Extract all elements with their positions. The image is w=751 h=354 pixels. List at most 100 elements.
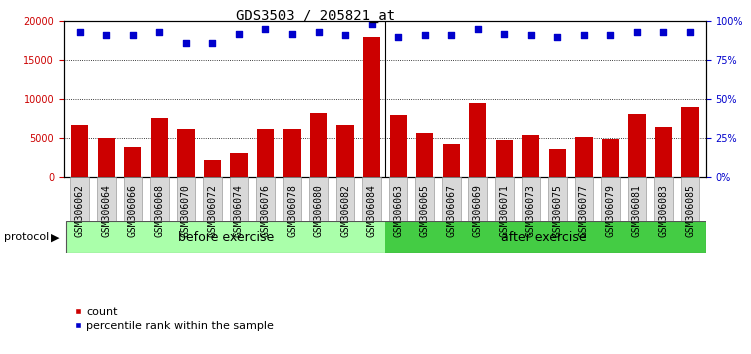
Bar <box>310 113 327 177</box>
Legend: count, percentile rank within the sample: count, percentile rank within the sample <box>69 303 279 335</box>
Point <box>260 26 272 32</box>
Bar <box>469 103 487 177</box>
FancyBboxPatch shape <box>495 177 514 221</box>
Text: GSM306070: GSM306070 <box>181 184 191 236</box>
Text: after exercise: after exercise <box>501 231 587 244</box>
Text: GSM306082: GSM306082 <box>340 184 350 236</box>
Point <box>498 31 510 36</box>
Bar <box>204 160 221 177</box>
Text: GDS3503 / 205821_at: GDS3503 / 205821_at <box>236 9 395 23</box>
Point <box>578 33 590 38</box>
Point <box>551 34 563 40</box>
Point <box>74 29 86 35</box>
Bar <box>67 221 385 253</box>
Bar <box>549 149 566 177</box>
FancyBboxPatch shape <box>336 177 354 221</box>
Text: GSM306079: GSM306079 <box>605 184 615 236</box>
Text: ▶: ▶ <box>51 232 59 242</box>
FancyBboxPatch shape <box>548 177 567 221</box>
FancyBboxPatch shape <box>521 177 540 221</box>
Text: GSM306085: GSM306085 <box>685 184 695 236</box>
Bar <box>496 139 513 177</box>
Bar <box>151 118 168 177</box>
Bar <box>385 221 706 253</box>
Point <box>312 29 324 35</box>
Text: GSM306081: GSM306081 <box>632 184 642 236</box>
Text: GSM306072: GSM306072 <box>207 184 218 236</box>
Bar <box>177 129 195 177</box>
FancyBboxPatch shape <box>362 177 381 221</box>
Point <box>445 33 457 38</box>
FancyBboxPatch shape <box>628 177 647 221</box>
Bar <box>71 125 89 177</box>
Text: GSM306069: GSM306069 <box>472 184 483 236</box>
Point <box>472 26 484 32</box>
Bar <box>257 129 274 177</box>
Bar <box>575 137 593 177</box>
Text: GSM306075: GSM306075 <box>552 184 562 236</box>
FancyBboxPatch shape <box>654 177 673 221</box>
FancyBboxPatch shape <box>601 177 620 221</box>
Bar <box>124 147 141 177</box>
Text: GSM306084: GSM306084 <box>366 184 376 236</box>
Point <box>605 33 617 38</box>
Point <box>127 33 139 38</box>
Text: GSM306066: GSM306066 <box>128 184 138 236</box>
Point <box>153 29 165 35</box>
Point <box>525 33 537 38</box>
Text: GSM306083: GSM306083 <box>659 184 668 236</box>
Bar <box>416 133 433 177</box>
Point <box>180 40 192 46</box>
Text: GSM306076: GSM306076 <box>261 184 270 236</box>
Text: protocol: protocol <box>4 232 49 242</box>
Bar <box>442 144 460 177</box>
Bar <box>681 107 698 177</box>
FancyBboxPatch shape <box>150 177 169 221</box>
FancyBboxPatch shape <box>71 177 89 221</box>
Bar <box>363 37 380 177</box>
Text: GSM306065: GSM306065 <box>420 184 430 236</box>
Point <box>631 29 643 35</box>
Bar <box>629 114 646 177</box>
Point <box>101 33 113 38</box>
Point <box>418 33 430 38</box>
Bar <box>231 153 248 177</box>
Text: GSM306064: GSM306064 <box>101 184 111 236</box>
Point <box>684 29 696 35</box>
Bar <box>98 138 115 177</box>
Text: GSM306078: GSM306078 <box>287 184 297 236</box>
Text: GSM306063: GSM306063 <box>394 184 403 236</box>
FancyBboxPatch shape <box>123 177 142 221</box>
Point <box>366 22 378 27</box>
FancyBboxPatch shape <box>575 177 593 221</box>
Text: GSM306077: GSM306077 <box>579 184 589 236</box>
Text: GSM306067: GSM306067 <box>446 184 456 236</box>
Bar <box>283 130 300 177</box>
Text: GSM306073: GSM306073 <box>526 184 535 236</box>
FancyBboxPatch shape <box>230 177 249 221</box>
FancyBboxPatch shape <box>389 177 408 221</box>
Text: GSM306080: GSM306080 <box>314 184 324 236</box>
FancyBboxPatch shape <box>282 177 301 221</box>
Bar <box>602 139 619 177</box>
FancyBboxPatch shape <box>176 177 195 221</box>
FancyBboxPatch shape <box>415 177 434 221</box>
Point <box>233 31 245 36</box>
Bar <box>336 125 354 177</box>
Text: before exercise: before exercise <box>177 231 274 244</box>
Point <box>339 33 351 38</box>
Text: GSM306074: GSM306074 <box>234 184 244 236</box>
FancyBboxPatch shape <box>680 177 699 221</box>
FancyBboxPatch shape <box>256 177 275 221</box>
Text: GSM306062: GSM306062 <box>75 184 85 236</box>
Bar <box>390 115 407 177</box>
FancyBboxPatch shape <box>309 177 328 221</box>
Point <box>657 29 669 35</box>
FancyBboxPatch shape <box>203 177 222 221</box>
Point <box>207 40 219 46</box>
Bar <box>655 127 672 177</box>
Point <box>392 34 404 40</box>
Text: GSM306068: GSM306068 <box>155 184 164 236</box>
FancyBboxPatch shape <box>469 177 487 221</box>
Text: GSM306071: GSM306071 <box>499 184 509 236</box>
